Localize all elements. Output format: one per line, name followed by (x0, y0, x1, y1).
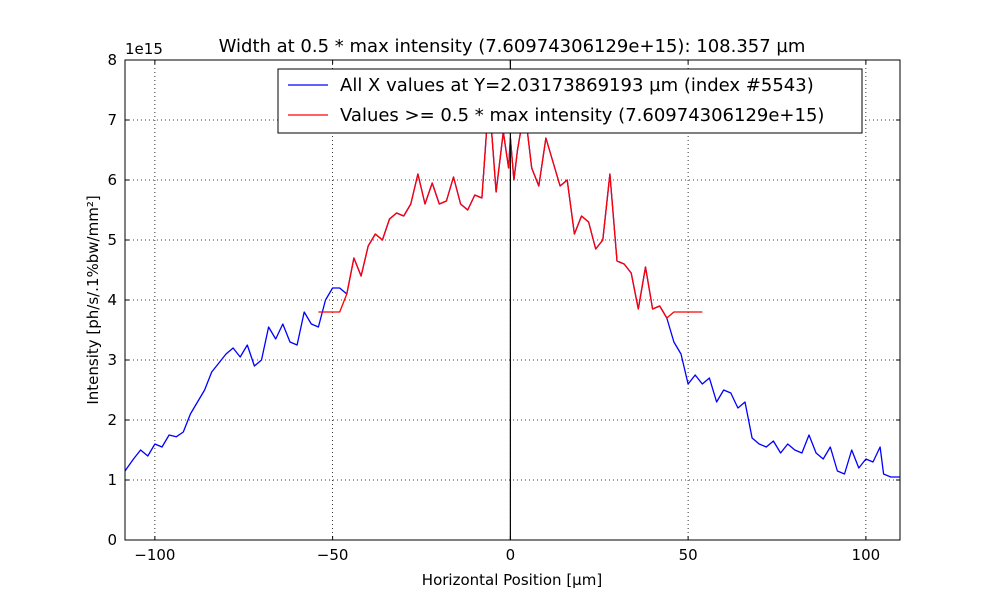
y-tick-label: 0 (107, 531, 117, 549)
y-offset-label: 1e15 (125, 40, 163, 58)
y-tick-label: 5 (107, 231, 117, 249)
y-tick-label: 6 (107, 171, 117, 189)
x-tick-label: 0 (506, 546, 516, 564)
y-axis-label: Intensity [ph/s/.1%bw/mm²] (84, 195, 102, 404)
legend: All X values at Y=2.03173869193 µm (inde… (277, 68, 863, 134)
y-tick-label: 1 (107, 471, 117, 489)
y-tick-label: 7 (107, 111, 117, 129)
x-tick-label: 100 (852, 546, 881, 564)
y-tick-label: 8 (107, 51, 117, 69)
y-tick-label: 3 (107, 351, 117, 369)
x-tick-label: −50 (317, 546, 349, 564)
x-tick-label: −100 (134, 546, 175, 564)
series-line-1 (318, 95, 703, 319)
y-tick-label: 2 (107, 411, 117, 429)
plot-frame (124, 59, 901, 541)
axis-ticks: −100 −50 0 50 100 0 1 2 3 4 5 6 7 8 (107, 51, 900, 564)
y-tick-label: 4 (107, 291, 117, 309)
legend-entry-0: All X values at Y=2.03173869193 µm (inde… (340, 75, 814, 96)
x-axis-label: Horizontal Position [µm] (422, 571, 602, 589)
legend-entry-1: Values >= 0.5 * max intensity (7.6097430… (340, 105, 824, 126)
legend-box (277, 68, 863, 134)
chart-title: Width at 0.5 * max intensity (7.60974306… (219, 36, 806, 57)
series-layer (125, 60, 900, 540)
x-tick-label: 50 (679, 546, 698, 564)
